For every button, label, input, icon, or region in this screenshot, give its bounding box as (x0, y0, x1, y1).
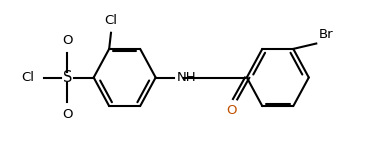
Text: Cl: Cl (104, 14, 117, 27)
Text: NH: NH (177, 71, 197, 84)
Text: O: O (62, 108, 73, 121)
Text: O: O (226, 104, 236, 117)
Text: S: S (63, 70, 72, 85)
Text: Br: Br (319, 28, 333, 41)
Text: O: O (62, 34, 73, 47)
Text: Cl: Cl (22, 71, 35, 84)
